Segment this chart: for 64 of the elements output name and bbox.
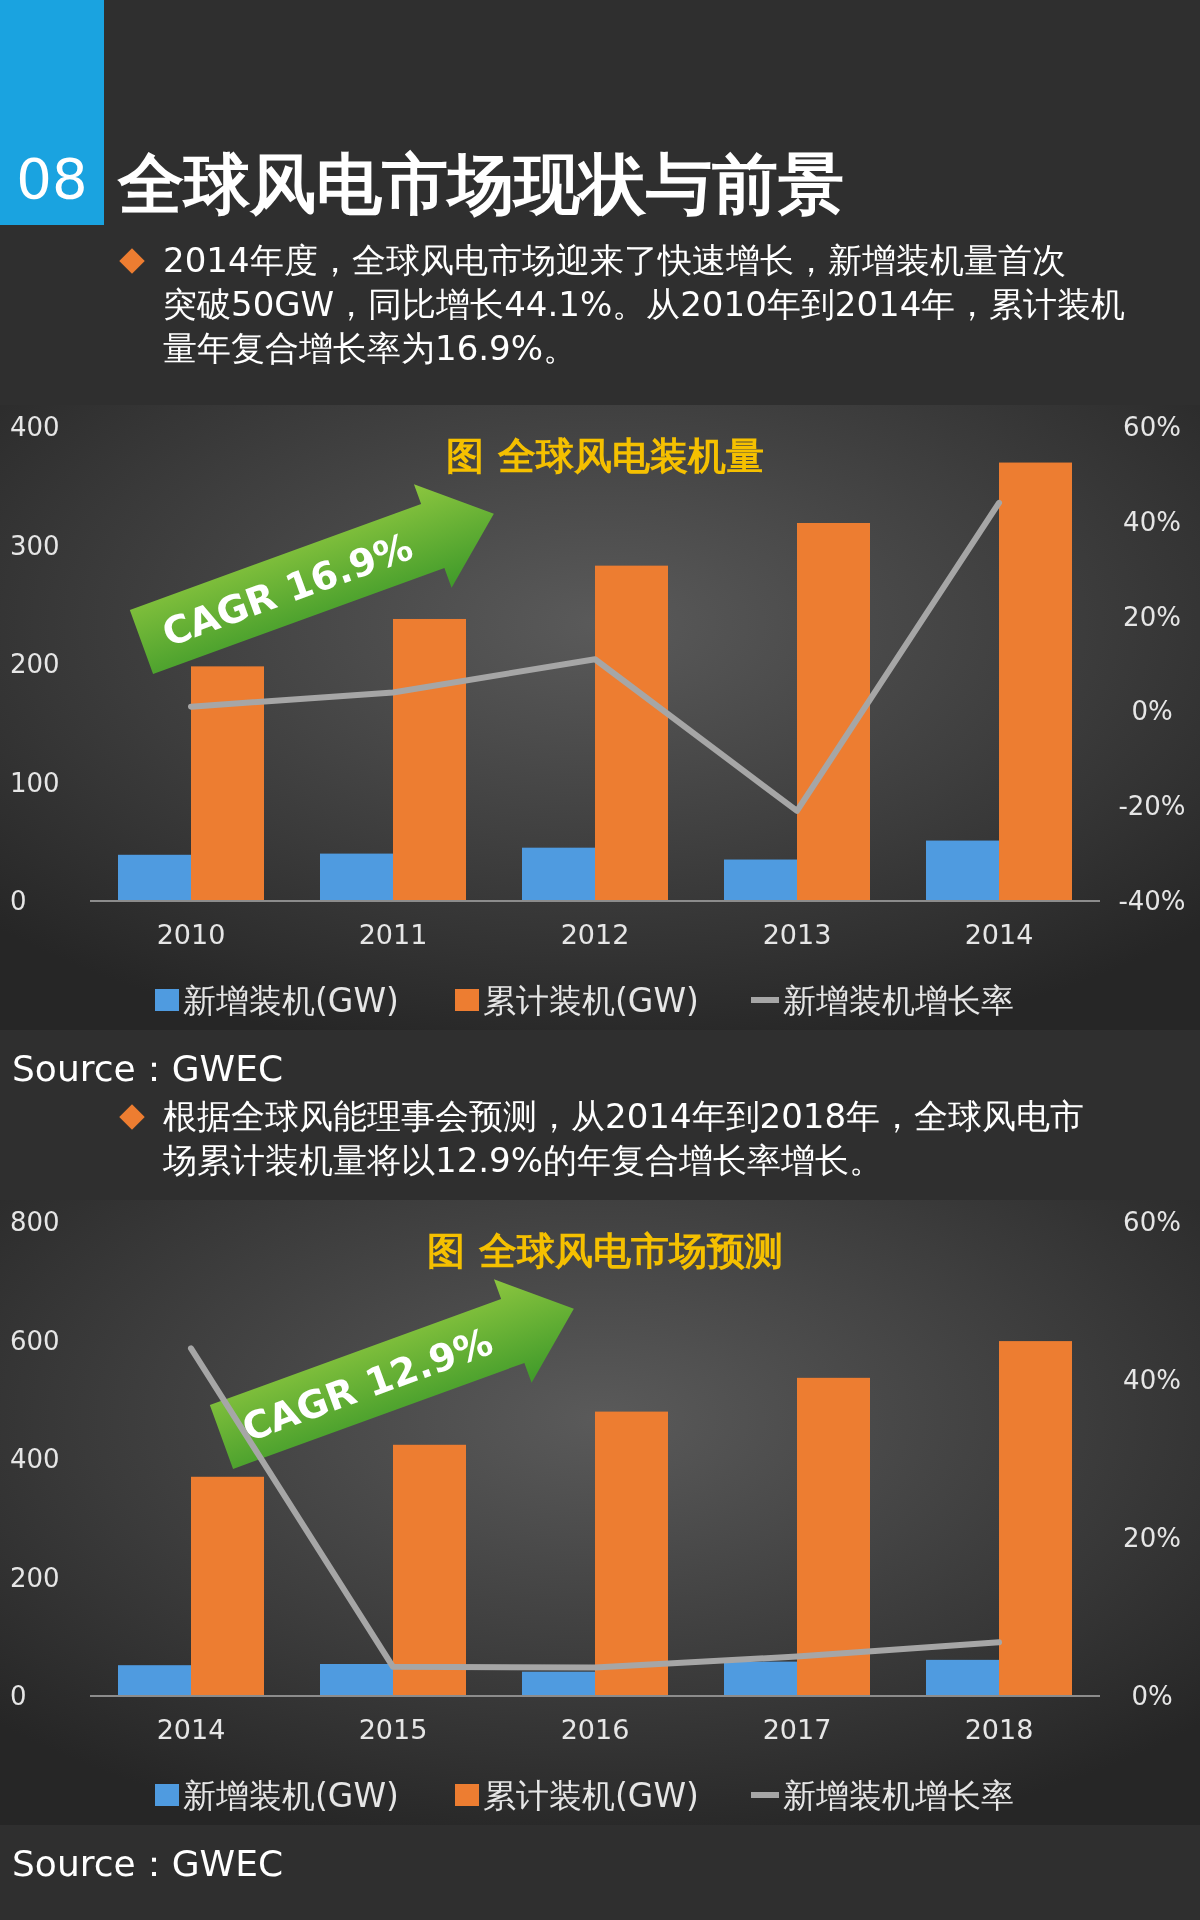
y-tick-label: 200: [10, 649, 60, 679]
y2-tick-label: -20%: [1118, 791, 1186, 822]
y2-tick-label: 20%: [1123, 601, 1181, 632]
legend-label: 累计装机(GW): [483, 1776, 699, 1815]
bar: [393, 618, 466, 901]
x-tick-label: 2016: [560, 1714, 630, 1745]
bar: [926, 840, 999, 901]
source-note: Source：GWEC: [12, 1048, 284, 1089]
y-tick-label: 0: [10, 886, 27, 916]
legend-label: 新增装机增长率: [783, 981, 1014, 1020]
bar: [999, 1341, 1072, 1696]
bar: [320, 853, 393, 901]
y2-tick-label: 20%: [1123, 1523, 1181, 1553]
bar: [191, 1476, 264, 1697]
legend-label: 新增装机(GW): [183, 981, 399, 1020]
source-note: Source：GWEC: [12, 1843, 284, 1884]
x-tick-label: 2014: [156, 1714, 226, 1745]
bar: [595, 1411, 668, 1696]
bar: [320, 1664, 393, 1697]
x-tick-label: 2015: [358, 1714, 428, 1745]
text: 根据全球风能理事会预测，从2014年到2018年，全球风电市场累计装机量将以12.9%的年复合增长率增长。: [162, 1096, 1085, 1180]
y2-tick-label: 40%: [1123, 1365, 1181, 1395]
legend-label: 累计装机(GW): [483, 981, 699, 1020]
bar: [118, 1665, 191, 1696]
bar: [595, 565, 668, 901]
x-tick-label: 2014: [964, 919, 1034, 950]
y2-tick-label: 60%: [1123, 1207, 1181, 1237]
bar: [724, 1661, 797, 1697]
x-tick-label: 2018: [964, 1714, 1034, 1745]
text: 全球风电市场现状与前景: [117, 146, 844, 223]
bar: [118, 854, 191, 901]
y2-tick-label: 0%: [1131, 696, 1173, 727]
bar: [797, 1377, 870, 1696]
text: 08: [16, 146, 88, 211]
bar: [797, 522, 870, 901]
bar: [926, 1659, 999, 1696]
legend-label: 新增装机(GW): [183, 1776, 399, 1815]
bar: [393, 1444, 466, 1696]
x-tick-label: 2017: [762, 1714, 832, 1745]
bar: [724, 859, 797, 901]
y2-tick-label: 40%: [1123, 506, 1181, 537]
y2-tick-label: -40%: [1118, 886, 1186, 916]
y-tick-label: 0: [10, 1681, 27, 1711]
bar: [522, 847, 595, 901]
y-tick-label: 100: [10, 767, 60, 798]
y-tick-label: 400: [10, 1444, 60, 1474]
x-tick-label: 2011: [358, 919, 428, 950]
y-tick-label: 400: [10, 412, 60, 442]
y-tick-label: 600: [10, 1325, 60, 1356]
text: 2014年度，全球风电市场迎来了快速增长，新增装机量首次突破50GW，同比增长44.1%。从2010年到2014年，累计装机量年复合增长率为16.9%。: [163, 240, 1126, 368]
y2-tick-label: 60%: [1123, 412, 1181, 442]
chart-title: 图 全球风电装机量: [446, 434, 764, 478]
bar: [999, 462, 1072, 901]
x-tick-label: 2013: [762, 919, 832, 950]
bar: [522, 1671, 595, 1696]
chart-title: 图 全球风电市场预测: [427, 1229, 783, 1273]
y-tick-label: 800: [10, 1207, 60, 1237]
y2-tick-label: 0%: [1131, 1681, 1173, 1711]
y-tick-label: 200: [10, 1562, 60, 1593]
x-tick-label: 2012: [560, 919, 630, 950]
legend-label: 新增装机增长率: [783, 1776, 1014, 1815]
y-tick-label: 300: [10, 530, 60, 561]
x-tick-label: 2010: [156, 919, 226, 950]
bar: [191, 666, 264, 901]
